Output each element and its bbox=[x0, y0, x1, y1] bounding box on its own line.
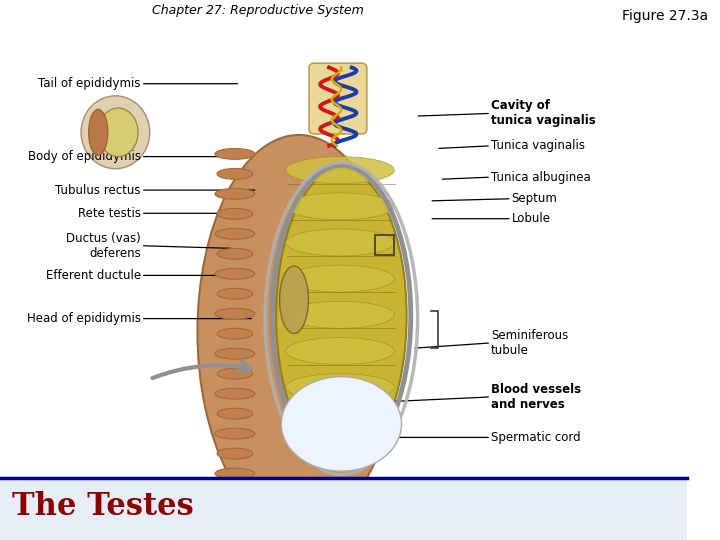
Ellipse shape bbox=[279, 266, 308, 334]
Text: Tubulus rectus: Tubulus rectus bbox=[55, 184, 255, 197]
Ellipse shape bbox=[286, 265, 395, 292]
Ellipse shape bbox=[215, 228, 255, 239]
Ellipse shape bbox=[276, 168, 407, 463]
Text: Rete testis: Rete testis bbox=[78, 207, 245, 220]
Text: Tunica vaginalis: Tunica vaginalis bbox=[439, 139, 585, 152]
Ellipse shape bbox=[217, 448, 253, 459]
FancyBboxPatch shape bbox=[309, 63, 366, 134]
Text: Figure 27.3a: Figure 27.3a bbox=[621, 9, 708, 23]
Text: Head of epididymis: Head of epididymis bbox=[27, 312, 251, 325]
Text: Septum: Septum bbox=[432, 192, 557, 205]
Ellipse shape bbox=[286, 301, 395, 328]
Ellipse shape bbox=[286, 410, 395, 437]
Ellipse shape bbox=[217, 368, 253, 379]
Text: Tunica albuginea: Tunica albuginea bbox=[442, 171, 591, 184]
Ellipse shape bbox=[217, 528, 253, 539]
Ellipse shape bbox=[215, 268, 255, 279]
Ellipse shape bbox=[286, 229, 395, 256]
Ellipse shape bbox=[217, 288, 253, 299]
Ellipse shape bbox=[217, 248, 253, 259]
Text: Efferent ductule: Efferent ductule bbox=[45, 269, 238, 282]
Ellipse shape bbox=[217, 208, 253, 219]
Text: Body of epididymis: Body of epididymis bbox=[28, 150, 245, 163]
Text: Seminiferous
tubule: Seminiferous tubule bbox=[415, 329, 568, 357]
Text: Lobule: Lobule bbox=[432, 212, 551, 225]
Text: The Testes: The Testes bbox=[12, 491, 194, 522]
Text: Cavity of
tunica vaginalis: Cavity of tunica vaginalis bbox=[418, 99, 596, 127]
Ellipse shape bbox=[286, 374, 395, 401]
Ellipse shape bbox=[98, 108, 138, 157]
Ellipse shape bbox=[81, 96, 150, 168]
Ellipse shape bbox=[197, 135, 400, 529]
Ellipse shape bbox=[215, 428, 255, 439]
Text: Spermatic cord: Spermatic cord bbox=[370, 431, 581, 444]
Text: Chapter 27: Reproductive System: Chapter 27: Reproductive System bbox=[152, 4, 364, 17]
Ellipse shape bbox=[217, 488, 253, 499]
FancyBboxPatch shape bbox=[0, 478, 687, 540]
Text: Blood vessels
and nerves: Blood vessels and nerves bbox=[377, 383, 581, 411]
Ellipse shape bbox=[286, 338, 395, 364]
Ellipse shape bbox=[215, 388, 255, 399]
Ellipse shape bbox=[215, 468, 255, 479]
Ellipse shape bbox=[217, 168, 253, 179]
Ellipse shape bbox=[286, 157, 395, 184]
Text: Tail of epididymis: Tail of epididymis bbox=[38, 77, 238, 90]
Ellipse shape bbox=[286, 193, 395, 220]
Ellipse shape bbox=[89, 109, 108, 156]
Ellipse shape bbox=[215, 148, 255, 159]
Text: Ductus (vas)
deferens: Ductus (vas) deferens bbox=[66, 232, 231, 260]
Ellipse shape bbox=[282, 377, 402, 471]
Ellipse shape bbox=[215, 188, 255, 199]
Ellipse shape bbox=[217, 408, 253, 419]
Ellipse shape bbox=[215, 308, 255, 319]
Ellipse shape bbox=[217, 328, 253, 339]
Ellipse shape bbox=[215, 508, 255, 519]
Ellipse shape bbox=[215, 348, 255, 359]
